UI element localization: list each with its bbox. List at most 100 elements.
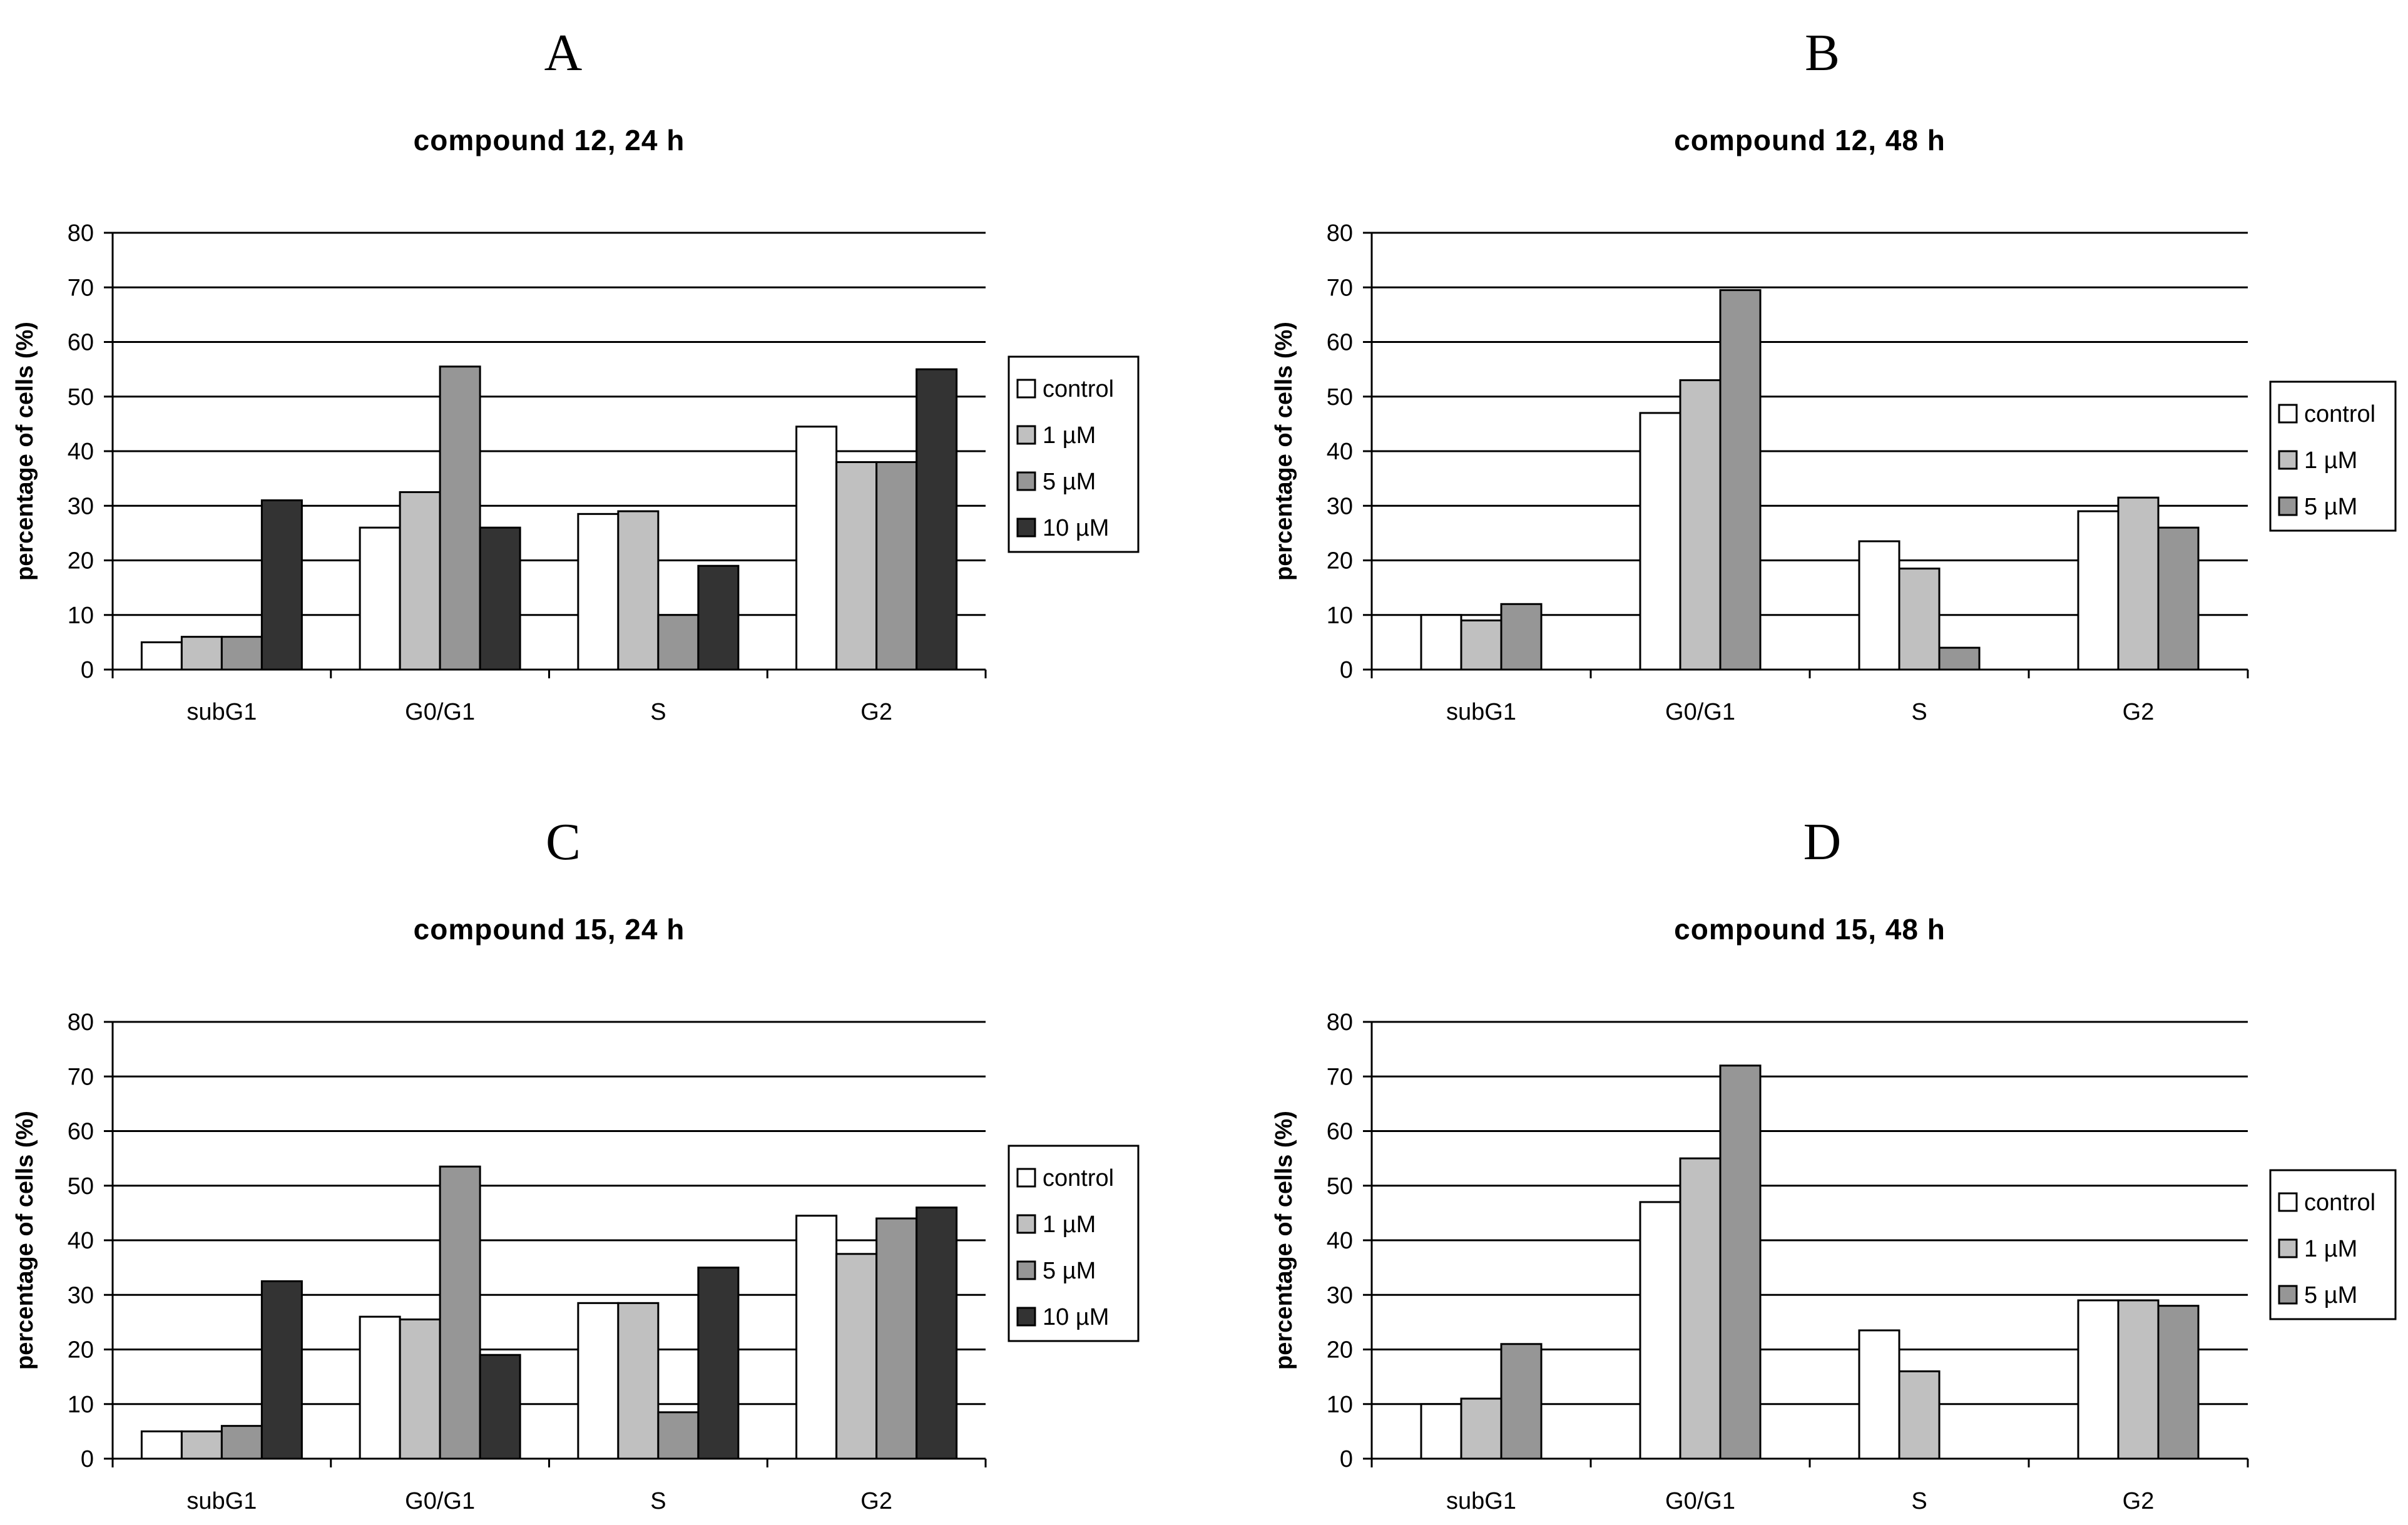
legend-swatch-5-um <box>1016 1260 1036 1280</box>
bar-s-control <box>1858 1329 1900 1460</box>
bar-s-10-um <box>697 1267 740 1460</box>
bar-g2-5-um <box>875 1217 918 1460</box>
bar-g0-g1-5-um <box>439 365 481 671</box>
y-tick-label: 40 <box>1327 439 1353 465</box>
bar-g2-10-um <box>916 368 958 671</box>
legend-swatch-control <box>1016 379 1036 399</box>
y-tick-label: 20 <box>68 548 94 574</box>
y-tick-label: 30 <box>68 1282 94 1308</box>
legend-swatch-5-um <box>2278 496 2298 516</box>
y-tick-label: 60 <box>68 1119 94 1145</box>
bar-s-control <box>577 1302 620 1460</box>
legend-label-control: control <box>1043 1165 1114 1191</box>
bar-s-10-um <box>697 564 740 671</box>
y-tick-label: 20 <box>1327 1337 1353 1364</box>
legend-label-5-um: 5 µM <box>2304 1282 2357 1308</box>
x-category-label: G2 <box>860 699 892 725</box>
y-tick-label: 30 <box>1327 1282 1353 1308</box>
bar-g0-g1-5-um <box>439 1165 481 1460</box>
chart-title: compound 15, 24 h <box>414 913 685 946</box>
y-tick-label: 40 <box>1327 1228 1353 1254</box>
legend-swatch-5-um <box>1016 471 1036 491</box>
legend-label-1-um: 1 µM <box>2304 1236 2357 1262</box>
bar-g2-control <box>2077 1299 2120 1460</box>
legend-label-5-um: 5 µM <box>1043 469 1096 495</box>
y-tick-label: 10 <box>68 603 94 629</box>
bar-g0-g1-control <box>359 1315 401 1460</box>
legend-swatch-10-um <box>1016 518 1036 538</box>
y-tick-label: 30 <box>68 493 94 519</box>
bar-g0-g1-10-um <box>479 1354 521 1460</box>
bar-g0-g1-control <box>359 526 401 671</box>
legend-label-10-um: 10 µM <box>1043 515 1109 541</box>
bar-g0-g1-1-um <box>399 491 441 671</box>
legend-swatch-5-um <box>2278 1285 2298 1305</box>
panel-letter: B <box>1805 24 1840 82</box>
y-tick-label: 0 <box>81 1446 94 1472</box>
chart-title: compound 12, 24 h <box>414 124 685 156</box>
y-tick-label: 80 <box>1327 1009 1353 1036</box>
y-tick-label: 40 <box>68 1228 94 1254</box>
x-category-label: G0/G1 <box>405 699 475 725</box>
bar-g2-10-um <box>916 1206 958 1460</box>
legend-label-control: control <box>2304 1190 2375 1216</box>
y-tick-label: 50 <box>68 384 94 411</box>
legend-swatch-control <box>2278 1192 2298 1212</box>
legend-swatch-control <box>2278 404 2298 424</box>
y-tick-label: 50 <box>1327 384 1353 411</box>
legend-swatch-10-um <box>1016 1307 1036 1327</box>
y-tick-label: 80 <box>68 1009 94 1036</box>
bar-s-1-um <box>617 1302 660 1460</box>
bar-subg1-control <box>1420 1403 1462 1460</box>
y-tick-label: 10 <box>1327 1392 1353 1418</box>
bar-subg1-5-um <box>220 636 263 671</box>
bar-s-5-um <box>657 1411 700 1460</box>
chart-title: compound 15, 48 h <box>1674 913 1946 946</box>
bar-g0-g1-1-um <box>1679 1157 1722 1460</box>
y-tick-label: 30 <box>1327 493 1353 519</box>
bar-g0-g1-control <box>1639 412 1681 671</box>
y-tick-label: 0 <box>81 657 94 683</box>
y-tick-label: 0 <box>1340 657 1353 683</box>
bar-g2-control <box>795 1215 838 1460</box>
legend-swatch-control <box>1016 1168 1036 1188</box>
y-tick-label: 70 <box>68 275 94 301</box>
y-axis-label: percentage of cells (%) <box>1271 322 1297 581</box>
bar-g2-1-um <box>835 461 878 671</box>
x-category-label: subG1 <box>1446 699 1516 725</box>
bar-s-control <box>577 513 620 671</box>
x-category-label: G0/G1 <box>1665 1488 1735 1514</box>
x-category-label: G2 <box>2123 699 2155 725</box>
bar-subg1-10-um <box>260 499 303 671</box>
x-category-label: S <box>650 1488 666 1514</box>
bar-s-5-um <box>657 614 700 671</box>
bar-subg1-5-um <box>1500 603 1543 671</box>
y-tick-label: 60 <box>68 330 94 356</box>
bar-s-1-um <box>617 510 660 671</box>
legend-swatch-1-um <box>1016 1214 1036 1234</box>
bar-g2-1-um <box>2117 496 2160 671</box>
y-tick-label: 0 <box>1340 1446 1353 1472</box>
y-tick-label: 40 <box>68 439 94 465</box>
bar-s-5-um <box>1938 646 1981 671</box>
x-category-label: S <box>1911 1488 1927 1514</box>
bar-g0-g1-1-um <box>1679 379 1722 671</box>
legend-label-10-um: 10 µM <box>1043 1304 1109 1330</box>
x-category-label: G2 <box>2123 1488 2155 1514</box>
y-tick-label: 10 <box>68 1392 94 1418</box>
x-category-label: S <box>1911 699 1927 725</box>
panel-letter: C <box>546 813 581 871</box>
bar-s-1-um <box>1898 568 1941 671</box>
x-category-label: S <box>650 699 666 725</box>
bar-subg1-1-um <box>1460 619 1502 671</box>
legend-label-control: control <box>1043 376 1114 402</box>
y-tick-label: 20 <box>68 1337 94 1364</box>
bar-s-control <box>1858 540 1900 671</box>
y-tick-label: 50 <box>1327 1173 1353 1200</box>
bar-g2-5-um <box>2157 526 2200 671</box>
bar-g0-g1-5-um <box>1719 1064 1762 1460</box>
